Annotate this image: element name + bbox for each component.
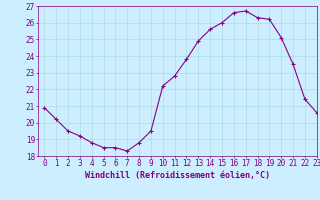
X-axis label: Windchill (Refroidissement éolien,°C): Windchill (Refroidissement éolien,°C)	[85, 171, 270, 180]
